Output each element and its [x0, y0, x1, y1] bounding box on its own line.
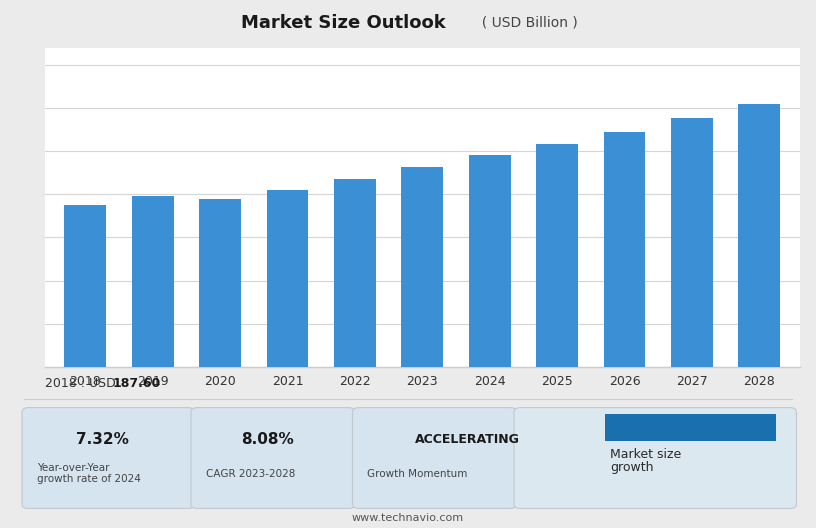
Bar: [199, 199, 241, 367]
Bar: [224, 433, 229, 465]
Bar: [738, 103, 780, 367]
Bar: [51, 441, 55, 465]
Text: 8.08%: 8.08%: [241, 432, 294, 447]
Bar: [401, 167, 443, 367]
Text: growth: growth: [610, 461, 654, 474]
Text: Year-over-Year: Year-over-Year: [37, 464, 109, 473]
Bar: [59, 433, 63, 465]
Text: Growth Momentum: Growth Momentum: [367, 469, 468, 478]
Bar: [604, 132, 645, 367]
Bar: [267, 190, 308, 367]
Text: 7.32%: 7.32%: [76, 432, 129, 447]
Bar: [132, 196, 174, 367]
Bar: [37, 455, 41, 465]
Text: growth rate of 2024: growth rate of 2024: [37, 474, 140, 484]
Bar: [44, 449, 48, 465]
Text: 2028: 2028: [556, 490, 583, 500]
Bar: [218, 441, 223, 465]
Bar: [334, 179, 376, 367]
Bar: [64, 205, 106, 367]
Bar: [563, 435, 575, 448]
Text: 2018 : USD: 2018 : USD: [45, 378, 124, 390]
Text: ( USD Billion ): ( USD Billion ): [473, 16, 578, 30]
Text: USD: USD: [614, 423, 637, 432]
Text: 2023: 2023: [530, 490, 556, 500]
Bar: [536, 144, 578, 367]
Bar: [205, 455, 210, 465]
Text: CAGR 2023-2028: CAGR 2023-2028: [206, 469, 295, 478]
Bar: [563, 448, 575, 493]
Text: Market Size Outlook: Market Size Outlook: [241, 14, 446, 32]
Text: Market size: Market size: [610, 448, 681, 460]
Bar: [468, 155, 511, 367]
Bar: [671, 118, 712, 367]
Text: ACCELERATING: ACCELERATING: [415, 433, 520, 446]
Bar: [537, 439, 548, 493]
Text: 120.1 Bn: 120.1 Bn: [633, 421, 699, 434]
Text: 187.60: 187.60: [113, 378, 161, 390]
Text: www.technavio.com: www.technavio.com: [352, 513, 464, 523]
Bar: [211, 449, 216, 465]
